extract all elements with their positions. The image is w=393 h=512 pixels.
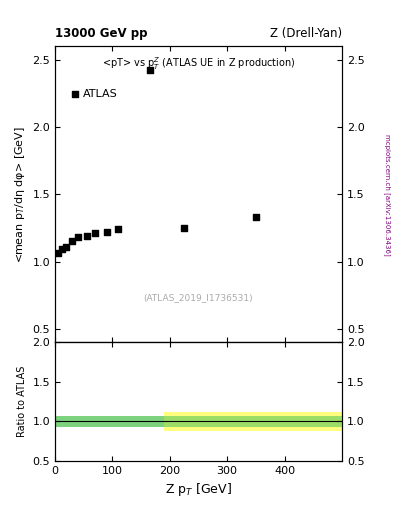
- Text: <pT> vs p$_T^Z$ (ATLAS UE in Z production): <pT> vs p$_T^Z$ (ATLAS UE in Z productio…: [102, 55, 295, 72]
- Legend: ATLAS: ATLAS: [69, 87, 119, 101]
- ATLAS: [147, 66, 153, 74]
- ATLAS: [253, 213, 259, 221]
- Text: mcplots.cern.ch [arXiv:1306.3436]: mcplots.cern.ch [arXiv:1306.3436]: [384, 134, 391, 255]
- Text: 13000 GeV pp: 13000 GeV pp: [55, 27, 147, 40]
- Text: (ATLAS_2019_I1736531): (ATLAS_2019_I1736531): [144, 293, 253, 303]
- Y-axis label: Ratio to ATLAS: Ratio to ATLAS: [17, 366, 27, 437]
- ATLAS: [115, 224, 121, 232]
- Text: Z (Drell-Yan): Z (Drell-Yan): [270, 27, 342, 40]
- Bar: [164, 416, 342, 427]
- ATLAS: [181, 224, 187, 232]
- ATLAS: [63, 243, 70, 251]
- ATLAS: [69, 237, 75, 245]
- Bar: [55, 416, 342, 427]
- ATLAS: [59, 245, 65, 253]
- ATLAS: [83, 232, 90, 240]
- Y-axis label: <mean p$_T$/dη dφ> [GeV]: <mean p$_T$/dη dφ> [GeV]: [13, 126, 27, 263]
- Bar: [164, 412, 342, 431]
- ATLAS: [75, 233, 81, 241]
- ATLAS: [92, 229, 98, 238]
- ATLAS: [103, 228, 110, 236]
- ATLAS: [55, 249, 61, 258]
- X-axis label: Z p$_T$ [GeV]: Z p$_T$ [GeV]: [165, 481, 232, 498]
